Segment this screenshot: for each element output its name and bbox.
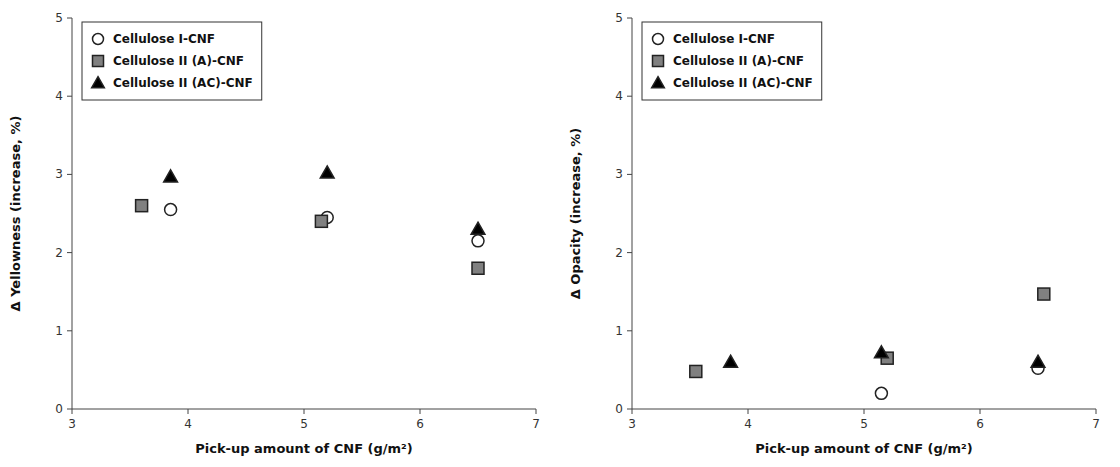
x-tick: [632, 409, 633, 414]
y-tick-label: 3: [55, 167, 63, 181]
point: [875, 387, 887, 399]
x-tick: [304, 409, 305, 414]
x-tick-label: 5: [860, 417, 868, 431]
y-axis-label: Δ Opacity (increase, %): [568, 128, 583, 299]
x-axis-label: Pick-up amount of CNF (g/m²): [755, 441, 972, 456]
x-tick: [72, 409, 73, 414]
y-tick: [67, 409, 72, 410]
y-tick: [67, 18, 72, 19]
legend-symbol: [653, 56, 664, 67]
x-tick: [748, 409, 749, 414]
legend-symbol: [93, 34, 104, 45]
point: [472, 262, 484, 274]
x-tick: [188, 409, 189, 414]
x-tick-label: 4: [184, 417, 192, 431]
y-tick-label: 2: [55, 246, 63, 260]
legend-box: [642, 22, 822, 100]
legend-symbol: [92, 77, 105, 88]
point: [1031, 355, 1045, 367]
point: [164, 170, 178, 182]
legend-label: Cellulose II (A)-CNF: [673, 54, 804, 68]
point: [165, 204, 177, 216]
point: [315, 215, 327, 227]
y-tick-label: 4: [615, 89, 623, 103]
x-tick-label: 6: [976, 417, 984, 431]
y-tick-label: 4: [55, 89, 63, 103]
y-tick-label: 1: [615, 324, 623, 338]
y-tick: [627, 330, 632, 331]
x-tick-label: 3: [68, 417, 76, 431]
x-tick-label: 5: [300, 417, 308, 431]
point: [875, 346, 889, 358]
y-tick: [67, 96, 72, 97]
point: [724, 355, 738, 367]
y-tick: [67, 330, 72, 331]
x-tick: [536, 409, 537, 414]
legend-label: Cellulose II (A)-CNF: [113, 54, 244, 68]
x-axis-label: Pick-up amount of CNF (g/m²): [195, 441, 412, 456]
x-tick: [980, 409, 981, 414]
x-tick-label: 4: [744, 417, 752, 431]
point: [1038, 288, 1050, 300]
legend-label: Cellulose I-CNF: [673, 32, 775, 46]
y-tick-label: 5: [55, 11, 63, 25]
plot-area: [690, 288, 1050, 399]
x-tick: [864, 409, 865, 414]
point: [472, 235, 484, 247]
y-tick-label: 3: [615, 167, 623, 181]
panel: 3 4 5 6 7 0 1 2 3 4 5 Pick-up amount of CNF (g/m²) Δ…: [8, 11, 540, 456]
point: [471, 222, 485, 234]
x-tick-label: 6: [416, 417, 424, 431]
y-tick-label: 2: [615, 246, 623, 260]
x-tick-label: 7: [1092, 417, 1100, 431]
legend: Cellulose I-CNF Cellulose II (A)-CNF Cellu…: [82, 22, 262, 100]
point: [690, 365, 702, 377]
figure: 3 4 5 6 7 0 1 2 3 4 5 Pick-up amount of CNF (g/m²) Δ…: [0, 0, 1120, 467]
y-tick-label: 0: [55, 402, 63, 416]
y-tick-label: 1: [55, 324, 63, 338]
y-tick: [67, 174, 72, 175]
panel: 3 4 5 6 7 0 1 2 3 4 5 Pick-up amount of CNF (g/m²) Δ…: [568, 11, 1100, 456]
y-tick: [627, 174, 632, 175]
x-tick: [1096, 409, 1097, 414]
legend-label: Cellulose II (AC)-CNF: [113, 76, 253, 90]
point: [320, 166, 334, 178]
point: [136, 200, 148, 212]
legend-symbol: [652, 77, 665, 88]
y-tick: [627, 252, 632, 253]
y-axis: [72, 18, 73, 409]
x-tick: [420, 409, 421, 414]
y-tick: [627, 96, 632, 97]
legend: Cellulose I-CNF Cellulose II (A)-CNF Cellu…: [642, 22, 822, 100]
plot-area: [136, 166, 485, 274]
y-tick: [67, 252, 72, 253]
legend-label: Cellulose II (AC)-CNF: [673, 76, 813, 90]
legend-box: [82, 22, 262, 100]
y-axis: [632, 18, 633, 409]
y-tick: [627, 18, 632, 19]
legend-label: Cellulose I-CNF: [113, 32, 215, 46]
y-axis-label: Δ Yellowness (increase, %): [8, 116, 23, 312]
x-tick-label: 7: [532, 417, 540, 431]
y-tick-label: 5: [615, 11, 623, 25]
legend-symbol: [93, 56, 104, 67]
legend-symbol: [653, 34, 664, 45]
x-tick-label: 3: [628, 417, 636, 431]
y-tick: [627, 409, 632, 410]
y-tick-label: 0: [615, 402, 623, 416]
